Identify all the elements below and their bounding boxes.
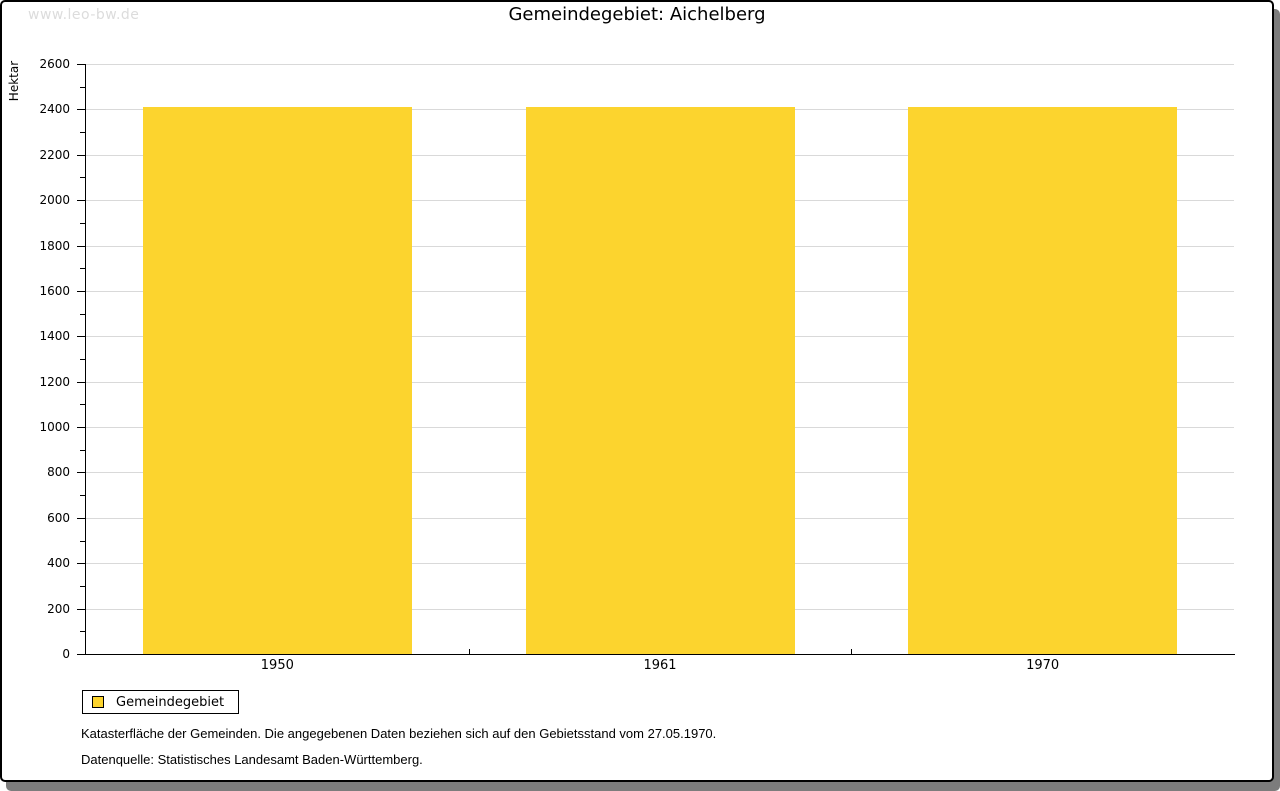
y-axis-major-tick: [77, 427, 85, 429]
y-axis-tick-label: 400: [47, 556, 70, 571]
y-axis-tick-label: 1600: [39, 283, 70, 298]
legend-color-swatch-icon: [92, 696, 104, 708]
y-axis-minor-tick: [80, 222, 85, 224]
y-axis-tick-label: 1000: [39, 420, 70, 435]
y-axis-minor-tick: [80, 449, 85, 451]
y-axis-major-tick: [77, 154, 85, 156]
y-axis-major-tick: [77, 381, 85, 383]
y-axis-major-tick: [77, 472, 85, 474]
y-axis-major-tick: [77, 517, 85, 519]
y-axis-minor-tick: [80, 313, 85, 315]
y-axis-major-tick: [77, 336, 85, 338]
gridline: [86, 64, 1234, 65]
footnote-description: Katasterfläche der Gemeinden. Die angege…: [81, 726, 717, 741]
footnote-source: Datenquelle: Statistisches Landesamt Bad…: [81, 752, 423, 767]
x-axis-category-label: 1950: [260, 658, 294, 673]
y-axis-minor-tick: [80, 268, 85, 270]
y-axis-minor-tick: [80, 585, 85, 587]
y-axis-tick-label: 2400: [39, 102, 70, 117]
y-axis-tick-label: 1400: [39, 329, 70, 344]
chart-title: Gemeindegebiet: Aichelberg: [508, 4, 766, 25]
bar-1950: [142, 107, 412, 654]
y-axis-tick-label: 0: [62, 647, 70, 661]
x-axis-category-label: 1970: [1026, 658, 1060, 673]
y-axis-tick-label: 1800: [39, 238, 70, 253]
y-axis-tick-label: 1200: [39, 374, 70, 389]
y-axis-minor-tick: [80, 540, 85, 542]
legend-label: Gemeindegebiet: [116, 694, 225, 710]
bar-1970: [908, 107, 1178, 654]
y-axis-minor-tick: [80, 404, 85, 406]
x-axis-tick: [851, 649, 853, 654]
y-axis-label: Hektar: [7, 60, 21, 102]
chart-legend: Gemeindegebiet: [82, 690, 240, 714]
y-axis-minor-tick: [80, 86, 85, 88]
x-axis-tick: [468, 649, 470, 654]
y-axis-minor-tick: [80, 132, 85, 134]
y-axis-major-tick: [77, 608, 85, 610]
y-axis-major-tick: [77, 654, 85, 655]
y-axis-tick-label: 2000: [39, 193, 70, 208]
y-axis-minor-tick: [80, 495, 85, 497]
y-axis-major-tick: [77, 64, 85, 65]
y-axis-tick-label: 200: [47, 601, 70, 616]
chart-plot-area: 1950 1961 1970 0 200 400 600 800 1000 1200 1400 160…: [39, 57, 1235, 673]
x-axis-category-label: 1961: [643, 658, 677, 673]
y-axis-major-tick: [77, 290, 85, 292]
y-axis-minor-tick: [80, 631, 85, 633]
y-axis-tick-label: 2200: [39, 147, 70, 162]
y-axis-major-tick: [77, 245, 85, 247]
y-axis-minor-tick: [80, 177, 85, 179]
y-axis-major-tick: [77, 200, 85, 202]
watermark: www.leo-bw.de: [28, 7, 140, 23]
y-axis-tick-label: 800: [47, 465, 70, 480]
y-axis-major-tick: [77, 109, 85, 111]
y-axis-minor-tick: [80, 359, 85, 360]
y-axis-major-tick: [77, 563, 85, 565]
y-axis-tick-label: 600: [47, 510, 70, 525]
y-axis-tick-label: 2600: [39, 57, 70, 71]
bar-1961: [525, 107, 795, 654]
